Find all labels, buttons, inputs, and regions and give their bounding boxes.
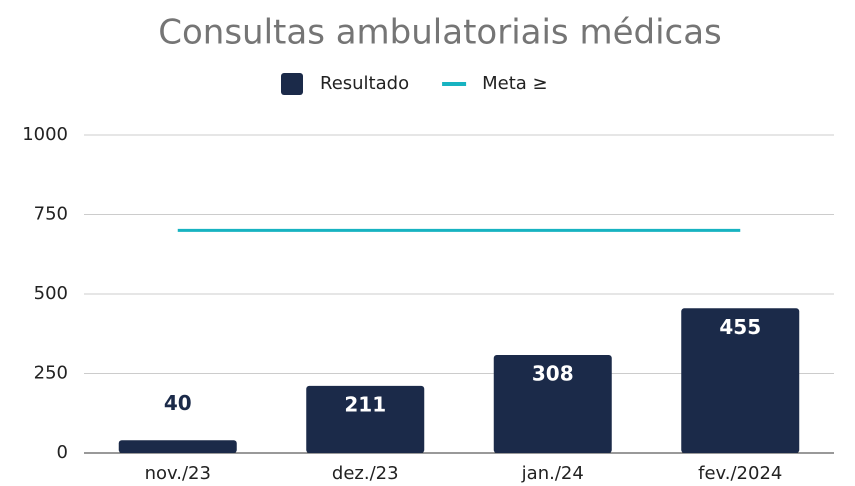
data-label: 455 [719,315,761,339]
chart-title: Consultas ambulatoriais médicas [158,13,722,53]
data-label: 211 [344,392,386,416]
data-label: 308 [532,362,574,386]
y-tick-label: 0 [57,442,68,463]
x-tick-label: dez./23 [332,463,399,484]
x-tick-label: fev./2024 [698,463,782,484]
legend-swatch [281,73,303,95]
legend-label: Resultado [320,73,409,94]
bar [681,308,800,453]
x-tick-label: nov./23 [145,463,211,484]
x-tick-label: jan./24 [521,463,584,484]
y-tick-label: 250 [34,363,68,384]
bar [306,385,425,453]
legend-label: Meta ≥ [482,73,548,94]
data-label: 40 [164,391,192,415]
bar [493,355,612,453]
y-tick-label: 750 [34,204,68,225]
y-tick-label: 1000 [22,124,68,145]
bar [118,440,237,453]
y-tick-label: 500 [34,283,68,304]
